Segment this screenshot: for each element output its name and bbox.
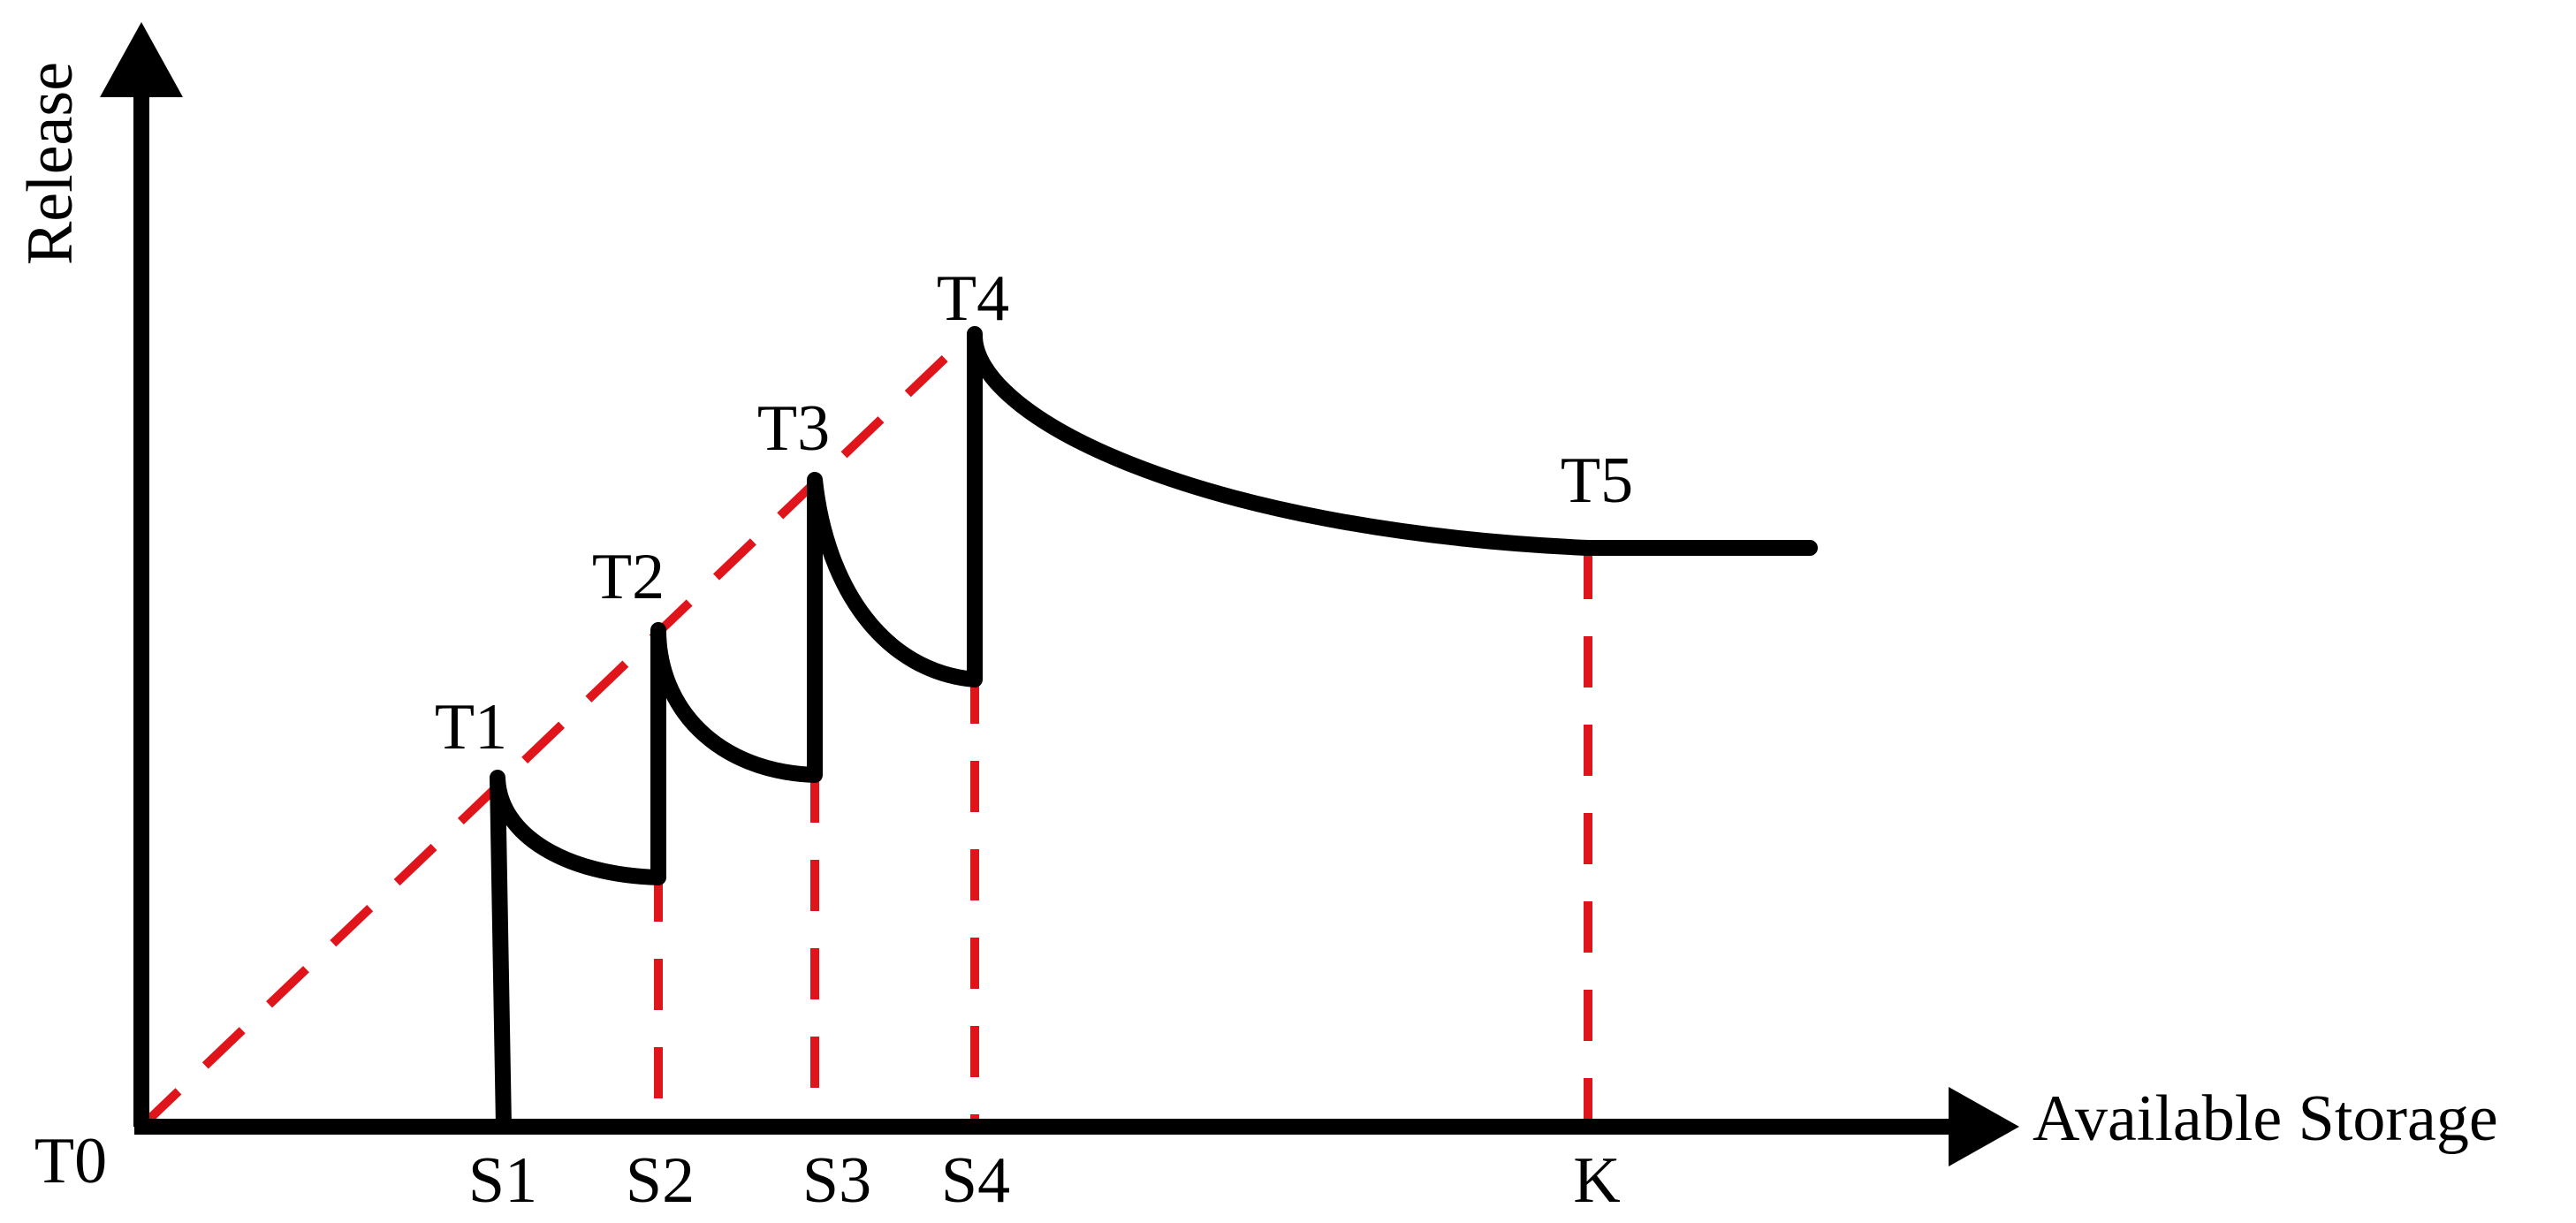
point-label-t1: T1 [435, 691, 507, 763]
point-labels: T1 T2 T3 T4 T5 [435, 262, 1633, 763]
point-label-t5: T5 [1561, 444, 1633, 517]
release-curve [490, 326, 1818, 1135]
guide-lines [138, 331, 1592, 1130]
point-label-t3: T3 [757, 392, 830, 465]
origin-label: T0 [34, 1125, 107, 1197]
y-axis-arrowhead [100, 22, 183, 97]
release-curve-path [490, 326, 1818, 1135]
envelope-diagonal-line [138, 331, 973, 1130]
axes [100, 22, 2019, 1166]
x-tick-s4: S4 [941, 1144, 1010, 1217]
point-label-t2: T2 [592, 541, 665, 613]
x-axis-label: Available Storage [2033, 1082, 2498, 1155]
x-tick-s2: S2 [626, 1144, 695, 1217]
x-tick-k: K [1573, 1144, 1620, 1217]
x-tick-s1: S1 [468, 1144, 537, 1217]
y-axis-label: Release [14, 62, 87, 265]
point-label-t4: T4 [937, 262, 1009, 335]
x-tick-labels: S1 S2 S3 S4 K [468, 1144, 1621, 1217]
x-tick-s3: S3 [802, 1144, 871, 1217]
x-axis-arrowhead [1949, 1087, 2019, 1166]
